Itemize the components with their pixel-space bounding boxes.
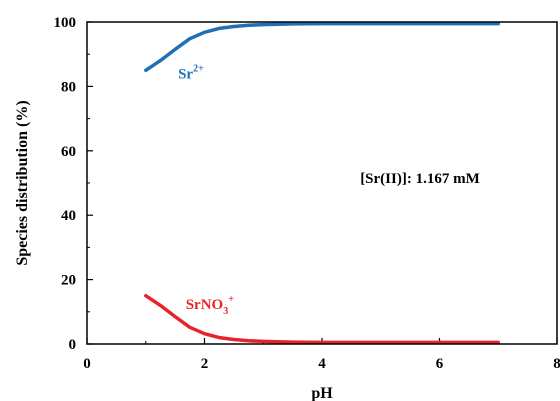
x-tick-label: 8: [553, 356, 560, 372]
y-tick-label: 40: [61, 208, 76, 224]
y-tick-label: 60: [61, 144, 76, 160]
x-axis-label: pH: [311, 385, 333, 401]
series-group: [144, 21, 501, 345]
concentration-annotation: [Sr(II)]: 1.167 mM: [360, 171, 480, 187]
series-label-sr2plus: Sr2+: [178, 63, 204, 82]
series-label-srno3plus-sub: 3: [223, 306, 228, 317]
y-tick-label: 0: [69, 337, 77, 353]
x-tick-label: 6: [436, 356, 444, 372]
series-label-srno3plus-sup: +: [228, 294, 234, 305]
y-axis-label: Species distribution (%): [14, 100, 31, 265]
y-tick-label: 100: [54, 15, 77, 31]
series-label-sr2plus-sup: 2+: [193, 63, 204, 74]
series-line-sr2plus: [144, 21, 501, 73]
series-line-srno3plus: [144, 293, 501, 345]
series-label-sr2plus-base: Sr: [178, 66, 193, 82]
series-label-srno3plus: SrNO3+: [186, 294, 235, 317]
x-tick-label: 0: [83, 356, 91, 372]
x-tick-label: 2: [201, 356, 209, 372]
y-tick-label: 20: [61, 273, 76, 289]
plot-area-frame: [86, 21, 558, 345]
y-tick-label: 80: [61, 79, 76, 95]
series-label-srno3plus-base: SrNO: [186, 297, 224, 313]
x-tick-label: 4: [318, 356, 326, 372]
